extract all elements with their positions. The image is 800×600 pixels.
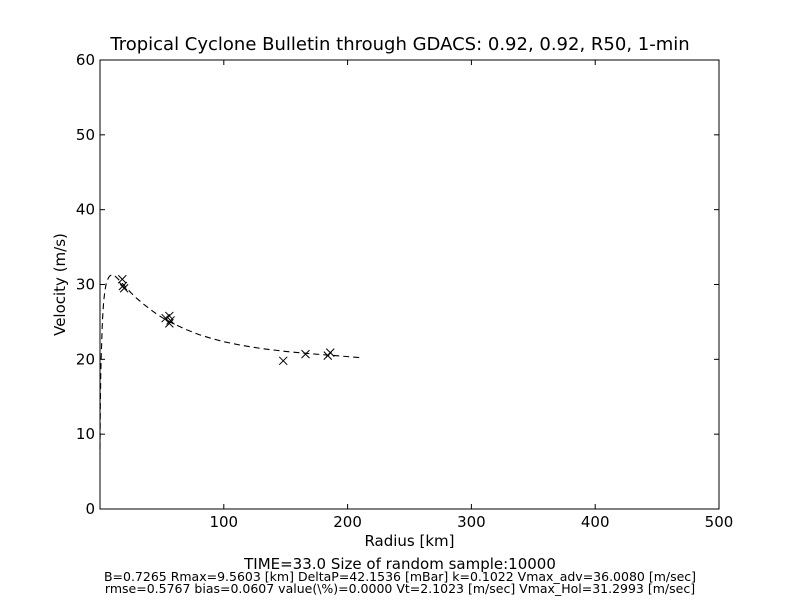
chart-title: Tropical Cyclone Bulletin through GDACS:… [110, 34, 690, 55]
y-tick-label: 10 [76, 425, 95, 443]
observation-marker [166, 316, 175, 325]
y-axis-label: Velocity (m/s) [51, 233, 69, 336]
observation-marker [301, 349, 310, 359]
x-tick-label: 100 [209, 513, 238, 531]
observation-marker [278, 356, 288, 366]
y-tick-label: 50 [76, 126, 95, 144]
observation-marker [118, 281, 128, 291]
statistics-line: rmse=0.5767 bias=0.0607 value(\%)=0.0000… [104, 581, 696, 596]
y-tick-label: 60 [76, 51, 95, 69]
x-tick-label: 400 [581, 513, 610, 531]
x-tick-label: 500 [705, 513, 734, 531]
observation-marker [164, 319, 174, 328]
x-axis-label: Radius [km] [364, 532, 454, 550]
y-tick-label: 0 [85, 500, 95, 518]
y-tick-label: 20 [76, 350, 95, 368]
fitted-profile-line [99, 274, 363, 450]
x-tick-label: 200 [333, 513, 362, 531]
observation-marker [325, 348, 335, 357]
time-sample-line: TIME=33.0 Size of random sample:10000 [244, 555, 556, 573]
plot-frame [99, 59, 720, 510]
plot-area: 100 200 300 400 500 0 10 20 30 40 50 60 Radius [km] V… [51, 51, 733, 550]
y-tick-label: 30 [76, 276, 95, 294]
observation-marker [117, 274, 127, 284]
y-tick-label: 40 [76, 201, 95, 219]
observation-marker [119, 283, 129, 293]
x-tick-label: 300 [457, 513, 486, 531]
parameters-line: B=0.7265 Rmax=9.5603 [km] DeltaP=42.1536… [103, 569, 697, 584]
